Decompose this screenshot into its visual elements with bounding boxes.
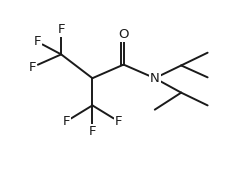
Text: F: F (89, 125, 96, 138)
Text: F: F (57, 23, 65, 36)
Text: F: F (29, 61, 36, 74)
Text: F: F (115, 115, 123, 128)
Text: O: O (118, 28, 129, 40)
Text: N: N (150, 72, 160, 85)
Text: F: F (33, 35, 41, 48)
Text: F: F (62, 115, 70, 128)
